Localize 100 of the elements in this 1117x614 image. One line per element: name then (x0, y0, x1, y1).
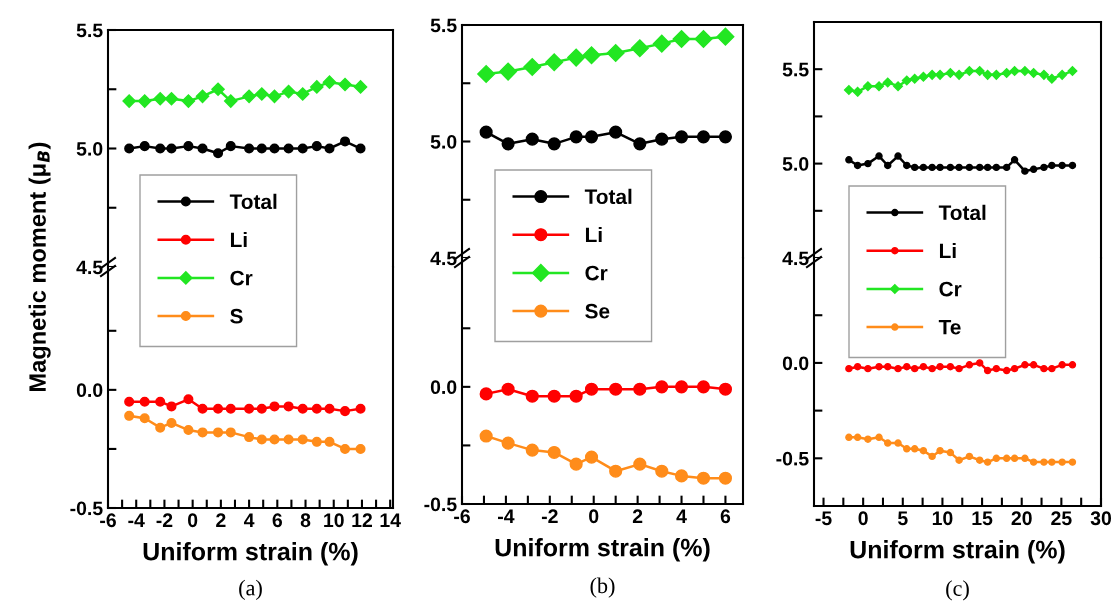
y-tick-label: 5.0 (782, 157, 809, 171)
point (584, 450, 599, 464)
point (322, 75, 337, 89)
point (223, 94, 238, 108)
point (244, 403, 255, 414)
point (674, 130, 689, 144)
point (582, 46, 601, 65)
y-axis-title: Magnetic moment (μ$_{B}$) (28, 142, 51, 391)
point (283, 434, 294, 445)
point (525, 389, 539, 403)
point (1048, 458, 1056, 466)
point (845, 433, 853, 442)
point (1002, 163, 1011, 172)
point (903, 363, 911, 371)
y-tick-label: 0.0 (430, 380, 457, 395)
x-tick-label: 5 (897, 511, 908, 526)
point (928, 364, 936, 373)
point (903, 161, 911, 170)
legend-label: Li (939, 242, 956, 259)
point (195, 89, 210, 104)
point (875, 152, 883, 160)
y-tick-label: 5.0 (430, 134, 457, 149)
point (501, 436, 515, 450)
point (139, 413, 150, 424)
point (166, 417, 177, 428)
legend-label: Cr (230, 270, 253, 286)
point (1021, 454, 1029, 463)
y-tick-label: 4.5 (430, 251, 457, 266)
point (124, 143, 135, 154)
x-tick-label: 0 (858, 511, 868, 526)
point (936, 446, 944, 455)
point (946, 363, 955, 371)
point (875, 363, 883, 371)
point (894, 364, 902, 373)
point (955, 163, 963, 172)
point (862, 81, 873, 92)
point (139, 396, 150, 407)
point (1002, 454, 1011, 463)
point (340, 406, 351, 417)
point (311, 403, 322, 414)
point (584, 130, 599, 144)
point (852, 86, 863, 97)
point (297, 434, 308, 445)
point (1021, 167, 1029, 175)
point (983, 163, 992, 172)
point (1010, 364, 1019, 373)
point (655, 132, 669, 146)
point (324, 143, 335, 154)
x-tick-label: 0 (589, 509, 599, 524)
point (269, 143, 280, 154)
x-tick-label: 14 (380, 513, 401, 527)
point (225, 427, 236, 438)
point (1068, 458, 1077, 466)
point (569, 130, 583, 144)
point (181, 94, 196, 108)
point (523, 57, 542, 76)
y-tick-label: 5.5 (782, 62, 809, 77)
point (910, 445, 919, 453)
point (1010, 156, 1019, 164)
point (864, 364, 872, 373)
point (903, 445, 911, 453)
point (311, 141, 322, 152)
legend-label: Li (230, 231, 247, 248)
legend-label: Cr (585, 265, 608, 281)
x-tick-label: 0 (188, 513, 198, 528)
point (244, 432, 255, 443)
point (584, 382, 599, 396)
point (946, 448, 955, 457)
point (525, 443, 539, 457)
point (1068, 161, 1077, 170)
point (254, 87, 269, 101)
point (919, 446, 928, 455)
x-tick-label: 25 (1051, 511, 1072, 526)
point (696, 380, 711, 394)
point (1058, 361, 1066, 369)
point (630, 39, 649, 58)
point (965, 361, 974, 369)
point (1048, 161, 1056, 170)
point (853, 363, 862, 371)
point (324, 403, 335, 414)
point (569, 389, 583, 403)
point (992, 364, 1001, 373)
point (155, 396, 166, 407)
point (845, 364, 853, 373)
x-tick-label: 4 (676, 509, 687, 523)
point (211, 82, 225, 97)
point (153, 91, 167, 106)
point (1002, 366, 1011, 375)
point (955, 456, 963, 464)
point (213, 148, 224, 159)
point (311, 436, 322, 447)
point (928, 163, 936, 172)
point (281, 84, 296, 99)
point (928, 452, 936, 461)
point (919, 163, 928, 172)
point (882, 77, 893, 88)
point (955, 364, 963, 373)
x-tick-label: -5 (815, 511, 832, 526)
point (918, 71, 929, 82)
point (974, 66, 985, 77)
